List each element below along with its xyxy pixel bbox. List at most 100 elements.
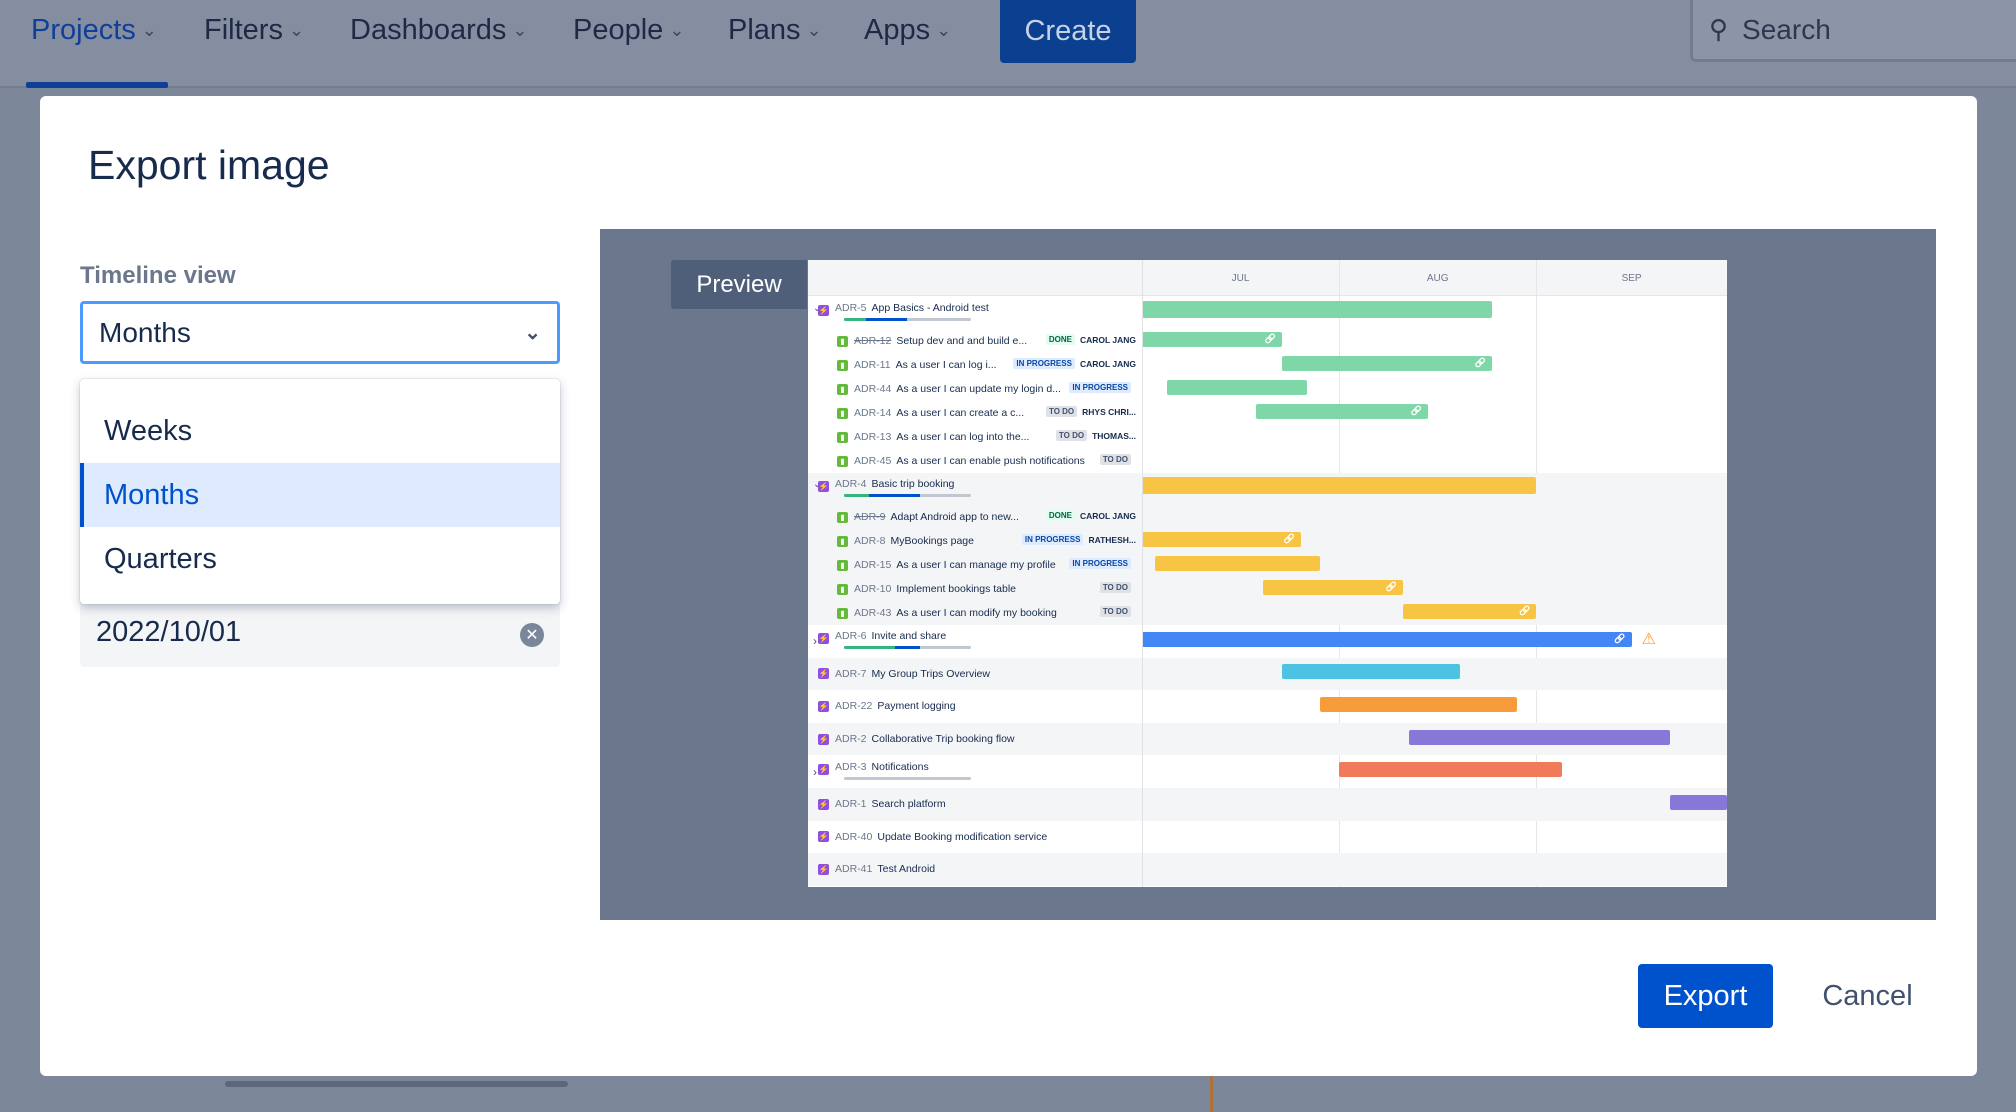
story-row[interactable]: ▮ ADR-13 As a user I can log into the... TO… (808, 425, 1727, 449)
story-row[interactable]: ▮ ADR-15 As a user I can manage my profile… (808, 553, 1727, 577)
issue-title[interactable]: Notifications (871, 760, 929, 773)
chevron-right-icon[interactable]: › (813, 634, 817, 649)
issue-title[interactable]: As a user I can enable push notification… (896, 455, 1085, 467)
timeline-bar[interactable]: 🔗 (1402, 603, 1537, 619)
issue-title[interactable]: As a user I can create a c... (896, 407, 1025, 419)
issue-key[interactable]: ADR-22 (835, 700, 873, 713)
story-row[interactable]: ▮ ADR-14 As a user I can create a c... TO D… (808, 401, 1727, 425)
issue-title[interactable]: As a user I can manage my profile (896, 559, 1056, 571)
timeline-bar[interactable]: 🔗 (1142, 631, 1632, 647)
issue-key[interactable]: ADR-43 (854, 607, 892, 619)
chevron-down-icon[interactable]: ⌄ (813, 303, 821, 314)
issue-title[interactable]: As a user I can log into the... (896, 431, 1030, 443)
option-months[interactable]: Months (80, 463, 560, 527)
issue-title[interactable]: App Basics - Android test (871, 302, 989, 314)
chevron-right-icon[interactable]: › (813, 764, 817, 779)
issue-key[interactable]: ADR-10 (854, 583, 892, 595)
issue-key[interactable]: ADR-7 (835, 667, 867, 680)
timeline-bar[interactable] (1142, 301, 1492, 318)
timeline-bar[interactable]: 🔗 (1256, 403, 1429, 419)
timeline-bar[interactable] (1142, 477, 1537, 494)
epic-row[interactable]: › ⚡ ADR-6 Invite and share 🔗 ⚠ (808, 625, 1727, 658)
issue-title[interactable]: Test Android (877, 863, 936, 876)
chevron-down-icon[interactable]: ⌄ (813, 479, 821, 490)
timeline-bar[interactable]: 🔗 (1142, 531, 1301, 547)
issue-key[interactable]: ADR-15 (854, 559, 892, 571)
create-button[interactable]: Create (1000, 0, 1136, 63)
timeline-bar[interactable] (1339, 762, 1562, 778)
issue-title[interactable]: My Group Trips Overview (871, 667, 990, 680)
story-row[interactable]: ▮ ADR-9 Adapt Android app to new... DONE CAR… (808, 505, 1727, 529)
story-icon: ▮ (837, 359, 848, 371)
epic-row[interactable]: ⚡ ADR-2 Collaborative Trip booking flow (808, 722, 1727, 756)
timeline-bar[interactable]: 🔗 (1281, 355, 1492, 371)
issue-key[interactable]: ADR-9 (854, 511, 886, 523)
issue-key[interactable]: ADR-44 (854, 383, 892, 395)
issue-key[interactable]: ADR-11 (854, 359, 891, 371)
timeline-bar[interactable] (1281, 664, 1460, 680)
story-row[interactable]: ▮ ADR-45 As a user I can enable push notif… (808, 449, 1727, 473)
issue-key[interactable]: ADR-40 (835, 830, 873, 843)
issue-title[interactable]: Search platform (871, 798, 946, 811)
issue-title[interactable]: Setup dev and and build e... (896, 335, 1028, 347)
epic-row[interactable]: ⚡ ADR-22 Payment logging (808, 690, 1727, 723)
nav-plans[interactable]: Plans ⌄ (728, 14, 822, 47)
search-input[interactable]: ⚲ Search (1690, 0, 2016, 62)
story-row[interactable]: ▮ ADR-43 As a user I can modify my booking… (808, 601, 1727, 625)
cancel-button[interactable]: Cancel (1822, 979, 1913, 1012)
epic-row[interactable]: ⌄⚡ ADR-5 App Basics - Android test (808, 297, 1727, 329)
timeline-bar[interactable] (1154, 555, 1321, 571)
issue-title[interactable]: As a user I can update my login d... (896, 383, 1061, 395)
issue-key[interactable]: ADR-12 (854, 335, 892, 347)
issue-title[interactable]: Adapt Android app to new... (890, 511, 1019, 523)
issue-key[interactable]: ADR-13 (854, 431, 892, 443)
story-row[interactable]: ▮ ADR-8 MyBookings page IN PROGRESS RATHESH.… (808, 529, 1727, 553)
issue-key[interactable]: ADR-45 (854, 455, 892, 467)
nav-apps[interactable]: Apps ⌄ (864, 14, 951, 47)
issue-title[interactable]: As a user I can log i... (895, 359, 997, 371)
issue-key[interactable]: ADR-5 (835, 302, 867, 314)
epic-row[interactable]: ⚡ ADR-1 Search platform (808, 788, 1727, 821)
date-field[interactable]: 2022/10/01 ✕ (80, 592, 560, 667)
issue-key[interactable]: ADR-6 (835, 630, 867, 643)
nav-filters[interactable]: Filters ⌄ (204, 14, 304, 47)
timeline-bar[interactable] (1167, 379, 1308, 395)
timeline-view-select[interactable]: Months ⌄ (80, 301, 560, 364)
timeline-bar[interactable] (1320, 696, 1518, 712)
issue-key[interactable]: ADR-4 (835, 478, 867, 490)
timeline-bar[interactable] (1409, 729, 1670, 745)
clear-icon[interactable]: ✕ (520, 623, 544, 647)
issue-title[interactable]: Payment logging (877, 700, 956, 713)
issue-key[interactable]: ADR-14 (854, 407, 892, 419)
issue-key[interactable]: ADR-2 (835, 733, 867, 746)
story-row[interactable]: ▮ ADR-44 As a user I can update my login d… (808, 377, 1727, 401)
epic-row[interactable]: ⚡ ADR-40 Update Booking modification servi… (808, 821, 1727, 854)
issue-title[interactable]: Collaborative Trip booking flow (871, 733, 1015, 746)
issue-title[interactable]: Basic trip booking (871, 478, 955, 490)
issue-title[interactable]: MyBookings page (890, 535, 974, 547)
timeline-bar[interactable] (1669, 794, 1727, 810)
issue-key[interactable]: ADR-41 (835, 863, 873, 876)
issue-title[interactable]: Invite and share (871, 630, 947, 643)
nav-dashboards[interactable]: Dashboards ⌄ (350, 14, 527, 47)
issue-key[interactable]: ADR-3 (835, 760, 867, 773)
option-weeks[interactable]: Weeks (104, 414, 193, 447)
epic-row[interactable]: ⚡ ADR-7 My Group Trips Overview (808, 657, 1727, 691)
issue-title[interactable]: Update Booking modification service (877, 830, 1048, 843)
epic-row[interactable]: ⌄⚡ ADR-4 Basic trip booking (808, 473, 1727, 505)
issue-title[interactable]: As a user I can modify my booking (896, 607, 1057, 619)
story-row[interactable]: ▮ ADR-10 Implement bookings table TO DO 🔗 (808, 577, 1727, 601)
issue-key[interactable]: ADR-8 (854, 535, 886, 547)
epic-row[interactable]: › ⚡ ADR-3 Notifications (808, 755, 1727, 788)
timeline-bar[interactable]: 🔗 (1142, 331, 1282, 347)
nav-people[interactable]: People ⌄ (573, 14, 684, 47)
story-row[interactable]: ▮ ADR-12 Setup dev and and build e... DONE C… (808, 329, 1727, 353)
epic-row[interactable]: ⚡ ADR-41 Test Android (808, 853, 1727, 886)
option-quarters[interactable]: Quarters (104, 542, 217, 575)
nav-projects[interactable]: Projects ⌄ (31, 14, 157, 47)
issue-key[interactable]: ADR-1 (835, 798, 867, 811)
story-row[interactable]: ▮ ADR-11 As a user I can log i... IN PROGRE… (808, 353, 1727, 377)
timeline-bar[interactable]: 🔗 (1262, 579, 1403, 595)
issue-title[interactable]: Implement bookings table (896, 583, 1017, 595)
export-button[interactable]: Export (1638, 964, 1773, 1028)
